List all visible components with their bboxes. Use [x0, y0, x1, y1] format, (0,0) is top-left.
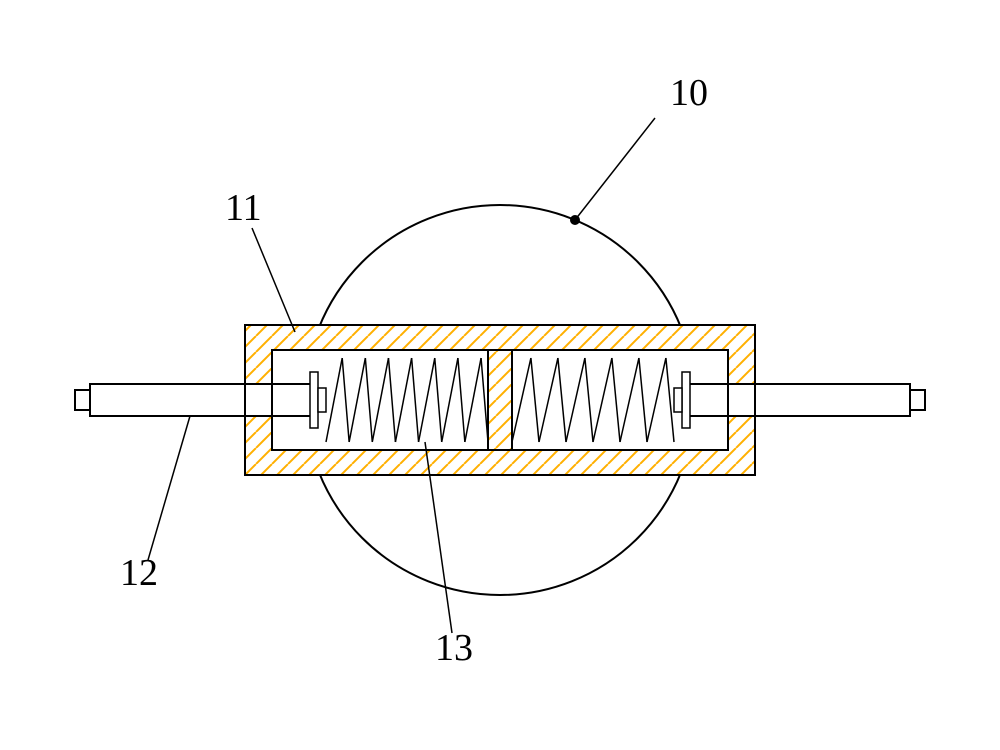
- left-shaft-end: [75, 390, 90, 410]
- right-plunger-stub: [674, 388, 682, 412]
- right-shaft-end: [910, 390, 925, 410]
- callout-line-c12: [148, 416, 190, 560]
- left-plunger: [310, 372, 318, 428]
- callout-dot-c10: [570, 215, 580, 225]
- callout-line-c11: [252, 228, 295, 332]
- right-wall-opening: [728, 384, 755, 416]
- figure-canvas: 10 11 12 13: [0, 0, 1000, 750]
- callout-label-c12: 12: [120, 552, 158, 594]
- right-plunger: [682, 372, 690, 428]
- callout-label-c11: 11: [225, 187, 262, 229]
- callout-line-c10: [575, 118, 655, 220]
- left-wall-opening: [245, 384, 272, 416]
- left-plunger-stub: [318, 388, 326, 412]
- callout-label-c13: 13: [435, 627, 473, 669]
- center-post: [488, 350, 512, 450]
- callout-label-c10: 10: [670, 72, 708, 114]
